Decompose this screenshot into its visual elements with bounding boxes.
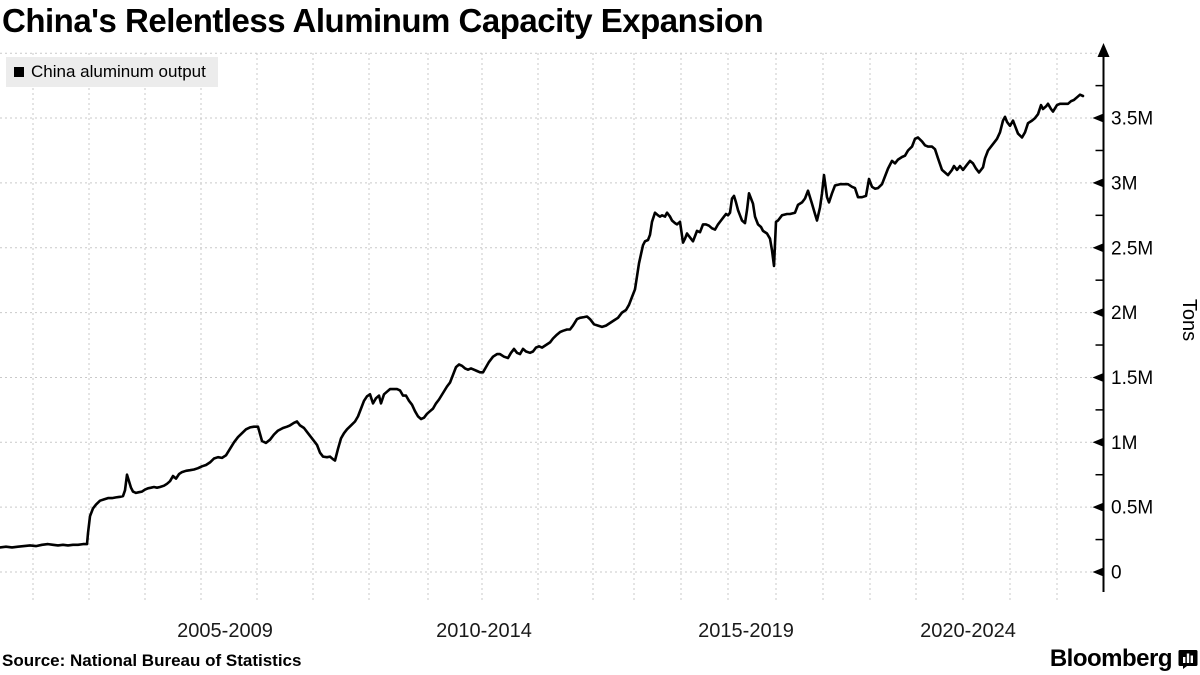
- legend-swatch-icon: [14, 67, 24, 77]
- legend-label: China aluminum output: [31, 62, 206, 81]
- y-major-tick-arrow-icon: [1092, 113, 1104, 123]
- y-tick-label: 0.5M: [1111, 498, 1153, 519]
- x-bin-label: 2020-2024: [920, 620, 1016, 642]
- y-major-tick-arrow-icon: [1092, 437, 1104, 447]
- y-axis-title: Tons: [1178, 299, 1200, 341]
- legend: China aluminum output: [6, 57, 218, 87]
- x-bin-label: 2005-2009: [177, 620, 273, 642]
- bloomberg-chart-bubble-icon: [1178, 650, 1198, 669]
- y-tick-label: 3.5M: [1111, 109, 1153, 130]
- bloomberg-logo: Bloomberg: [1050, 645, 1198, 673]
- source-text: Source: National Bureau of Statistics: [2, 651, 302, 670]
- y-tick-label: 1.5M: [1111, 368, 1153, 389]
- y-axis-arrow-up-icon: [1097, 43, 1110, 57]
- x-bin-label: 2010-2014: [436, 620, 532, 642]
- y-major-tick-arrow-icon: [1092, 178, 1104, 188]
- y-major-tick-arrow-icon: [1092, 567, 1104, 577]
- y-tick-label: 1M: [1111, 433, 1137, 454]
- bloomberg-wordmark: Bloomberg: [1049, 645, 1173, 672]
- y-major-tick-arrow-icon: [1092, 372, 1104, 382]
- y-tick-label: 0: [1111, 563, 1122, 584]
- y-tick-label: 2M: [1111, 303, 1137, 324]
- y-major-tick-arrow-icon: [1092, 502, 1104, 512]
- y-major-tick-arrow-icon: [1092, 308, 1104, 318]
- y-major-tick-arrow-icon: [1092, 243, 1104, 253]
- chart-title: China's Relentless Aluminum Capacity Exp…: [2, 2, 764, 39]
- x-bin-label: 2015-2019: [698, 620, 794, 642]
- data-line-china-aluminum-output: [0, 93, 1085, 549]
- y-tick-label: 2.5M: [1111, 238, 1153, 259]
- y-tick-label: 3M: [1111, 173, 1137, 194]
